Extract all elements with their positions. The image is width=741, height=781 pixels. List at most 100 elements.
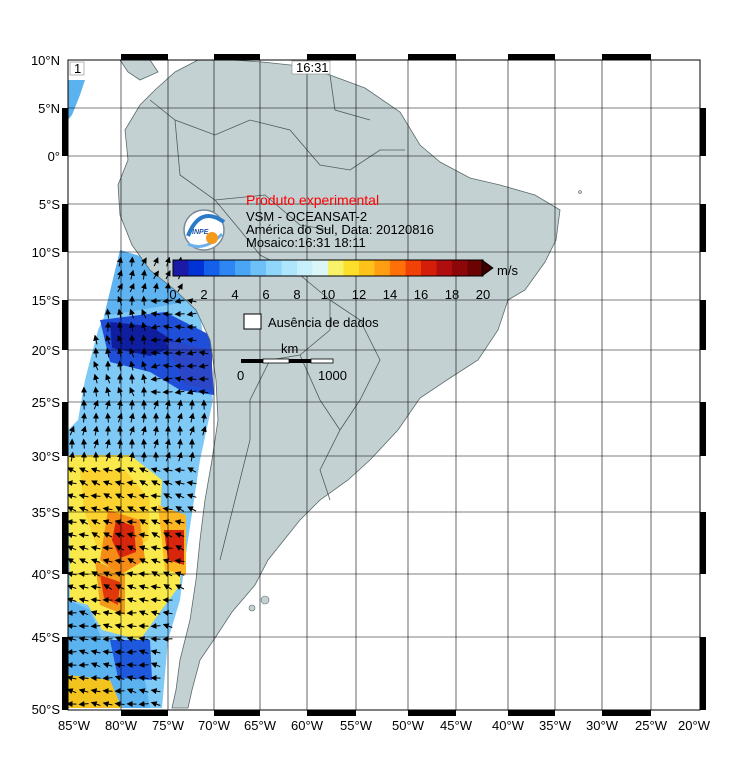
wind-arrow	[164, 399, 171, 410]
wind-arrow	[150, 662, 161, 668]
wind-arrow	[91, 480, 101, 486]
wind-arrow	[177, 283, 183, 293]
map-frame	[67, 59, 701, 711]
wind-arrow	[68, 571, 77, 578]
wind-arrow	[186, 388, 197, 395]
wind-arrow	[126, 597, 137, 603]
wind-arrow	[150, 622, 161, 629]
colorbar-segment	[312, 260, 329, 276]
wind-arrow	[117, 321, 124, 332]
wind-arrow	[129, 282, 135, 293]
svg-text:4: 4	[231, 287, 238, 302]
wind-arrow	[186, 480, 197, 487]
wind-arrow	[198, 350, 209, 357]
wind-arrow	[174, 493, 185, 499]
wind-arrow	[141, 321, 148, 332]
wind-arrow	[129, 360, 136, 371]
pass-time-2: 16:31	[296, 60, 329, 75]
wind-arrow	[150, 610, 161, 617]
wind-arrow	[102, 545, 113, 552]
wind-arrow	[102, 610, 113, 617]
wind-arrow	[129, 386, 135, 397]
wind-arrow	[93, 334, 100, 345]
wind-arrow	[150, 467, 161, 474]
svg-text:10°N: 10°N	[31, 53, 60, 68]
wind-arrow	[164, 438, 171, 449]
scale-end: 1000	[318, 368, 347, 383]
wind-arrow	[165, 451, 171, 462]
wind-arrow	[151, 532, 161, 538]
wind-arrow	[162, 623, 173, 629]
colorbar-segment	[452, 260, 468, 276]
wind-arrow	[103, 584, 113, 590]
wind-arrow	[174, 297, 185, 304]
wind-arrow	[114, 662, 125, 669]
wind-arrow	[138, 597, 149, 604]
colorbar-segment	[405, 260, 422, 276]
wind-arrow	[138, 545, 149, 552]
wind-arrow	[174, 324, 185, 331]
wind-arrow	[139, 558, 149, 564]
wind-arrow	[114, 558, 125, 565]
colorbar-segment	[266, 260, 282, 276]
wind-arrow	[141, 308, 147, 319]
colorbar-segment	[281, 260, 298, 276]
svg-text:30°S: 30°S	[32, 449, 61, 464]
wind-arrow	[162, 506, 173, 513]
wind-arrow	[140, 425, 147, 436]
wind-arrow	[116, 256, 123, 267]
wind-arrow	[78, 467, 89, 473]
wind-arrow	[126, 662, 137, 669]
wind-arrow	[141, 257, 147, 267]
wind-arrow	[174, 532, 185, 539]
wind-arrow	[186, 493, 197, 500]
wind-arrow	[162, 610, 173, 617]
wind-arrow	[128, 399, 135, 410]
wind-arrow	[102, 558, 113, 565]
colorbar-segment	[173, 260, 189, 276]
svg-text:35°W: 35°W	[539, 718, 572, 733]
colorbar-segment	[204, 260, 220, 276]
wind-arrow	[79, 480, 89, 486]
wind-arrow	[90, 597, 101, 604]
wind-arrow	[164, 256, 171, 267]
wind-arrow	[117, 295, 123, 306]
wind-arrow	[78, 545, 89, 552]
wind-arrow	[176, 451, 183, 462]
svg-text:80°W: 80°W	[105, 718, 138, 733]
wind-arrow	[117, 334, 123, 345]
wind-arrow	[126, 623, 137, 630]
wind-arrow	[150, 558, 161, 565]
svg-text:10: 10	[321, 287, 335, 302]
wind-arrow	[68, 493, 77, 500]
wind-arrow	[150, 545, 161, 552]
wind-arrow	[68, 532, 77, 539]
colorbar-segment	[421, 260, 437, 276]
wind-arrow	[150, 506, 161, 513]
svg-text:25°W: 25°W	[635, 718, 668, 733]
wind-arrow	[126, 688, 137, 694]
legend-title: Produto experimental	[246, 192, 379, 208]
wind-arrow	[139, 519, 149, 525]
wind-arrow	[139, 480, 149, 486]
wind-arrow	[150, 597, 161, 604]
wind-arrow	[90, 610, 101, 617]
wind-arrow	[105, 334, 111, 345]
wind-arrow	[151, 480, 161, 486]
wind-arrow	[128, 412, 135, 423]
colorbar-segment	[390, 260, 406, 276]
wind-arrow	[114, 480, 125, 487]
wind-arrow	[78, 610, 89, 616]
wind-arrow	[129, 321, 136, 332]
wind-arrow	[93, 399, 99, 410]
wind-arrow	[141, 438, 148, 449]
wind-arrow	[140, 282, 147, 293]
svg-text:50°S: 50°S	[32, 702, 61, 717]
wind-arrow	[126, 480, 137, 487]
svg-text:16: 16	[414, 287, 428, 302]
wind-arrow	[174, 571, 185, 578]
colorbar-ticks: 0 2 4 6 8 10 12 14 16 18 20	[169, 287, 490, 302]
wind-arrow	[114, 467, 125, 474]
wind-arrow	[165, 270, 171, 280]
wind-arrow	[176, 399, 183, 410]
